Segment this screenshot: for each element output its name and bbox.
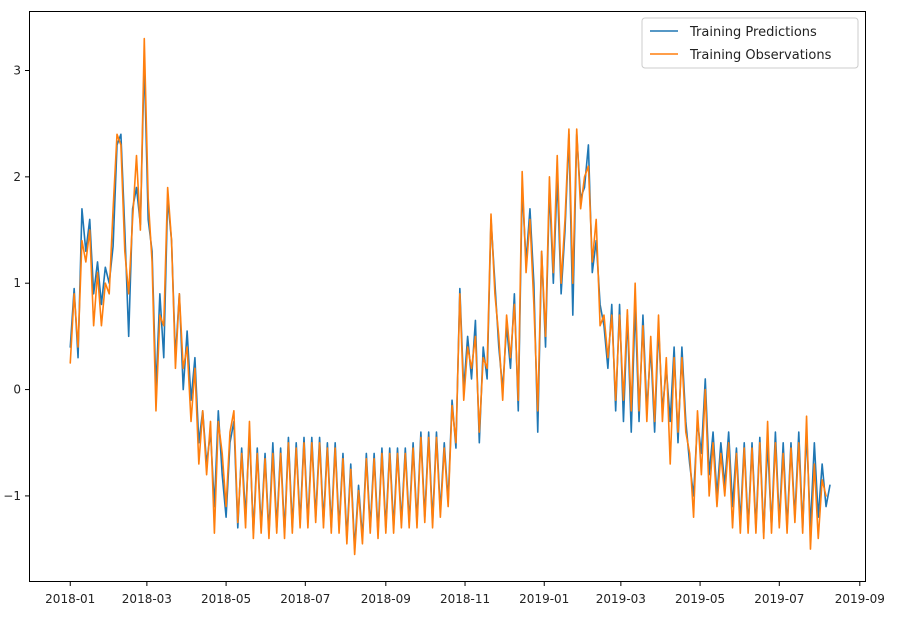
y-tick-label: 0 bbox=[13, 383, 21, 397]
legend-box bbox=[641, 17, 859, 69]
x-tick-label: 2018-07 bbox=[280, 592, 330, 606]
x-tick-label: 2019-07 bbox=[754, 592, 804, 606]
legend-label-training-predictions: Training Predictions bbox=[689, 25, 817, 40]
y-tick-label: 1 bbox=[13, 276, 21, 290]
y-axis: −1 0 1 2 3 bbox=[3, 63, 30, 503]
x-tick-label: 2018-03 bbox=[122, 592, 172, 606]
legend-label-training-observations: Training Observations bbox=[689, 48, 832, 63]
legend: Training Predictions Training Observatio… bbox=[641, 17, 859, 69]
y-tick-label: −1 bbox=[3, 489, 21, 503]
x-axis: 2018-01 2018-03 2018-05 2018-07 2018-09 2018-… bbox=[45, 581, 885, 606]
plot-frame bbox=[29, 11, 866, 582]
y-tick-label: 2 bbox=[13, 170, 21, 184]
x-tick-label: 2019-05 bbox=[675, 592, 725, 606]
x-tick-label: 2018-11 bbox=[440, 592, 490, 606]
series-line-training-observations bbox=[69, 37, 827, 556]
x-tick-label: 2019-03 bbox=[596, 592, 646, 606]
x-tick-label: 2018-01 bbox=[45, 592, 95, 606]
series-layer bbox=[69, 37, 831, 556]
x-tick-label: 2018-09 bbox=[361, 592, 411, 606]
x-tick-label: 2018-05 bbox=[201, 592, 251, 606]
x-tick-label: 2019-01 bbox=[519, 592, 569, 606]
y-tick-label: 3 bbox=[13, 63, 21, 77]
x-tick-label: 2019-09 bbox=[835, 592, 885, 606]
